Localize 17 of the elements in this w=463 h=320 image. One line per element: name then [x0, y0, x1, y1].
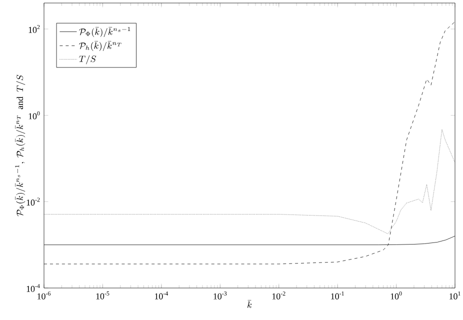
x-tick-label: 10$^{-3}$	[214, 292, 227, 300]
x-tick-label: 10$^{-6}$	[38, 292, 51, 300]
y-tick-label: 10$^{2}$	[28, 25, 40, 33]
x-tick-label: 10$^{0}$	[390, 292, 402, 300]
y-tick-label: 10$^{0}$	[28, 111, 40, 120]
legend-label: $T/S$	[79, 55, 96, 64]
x-tick-label: 10$^{-5}$	[96, 292, 110, 300]
y-axis-title: $\mathcal{P}_\Phi(\bar{k})/\bar{k}^{n_s-1},\ \mathcal{P}_h(\bar{k})/\bar{k}^{n_T}\ \ \mathrm{and}\ \ T/S$	[15, 74, 26, 216]
x-axis-title: $\bar{k}$	[247, 300, 252, 308]
x-tick-label: 10$^{-4}$	[154, 292, 168, 300]
x-tick-label: 10$^{-1}$	[331, 292, 344, 300]
legend-label: $\mathcal{P}_\Phi(\bar{k})/\bar{k}^{n_s-1}$	[79, 27, 130, 38]
y-tick-label: 10$^{-2}$	[26, 198, 40, 206]
x-tick-label: 10$^{1}$	[450, 292, 460, 300]
y-tick-label: 10$^{-4}$	[26, 284, 40, 292]
legend-label: $\mathcal{P}_h(\bar{k})/\bar{k}^{n_T}$	[79, 41, 122, 52]
x-tick-label: 10$^{-2}$	[272, 292, 286, 300]
